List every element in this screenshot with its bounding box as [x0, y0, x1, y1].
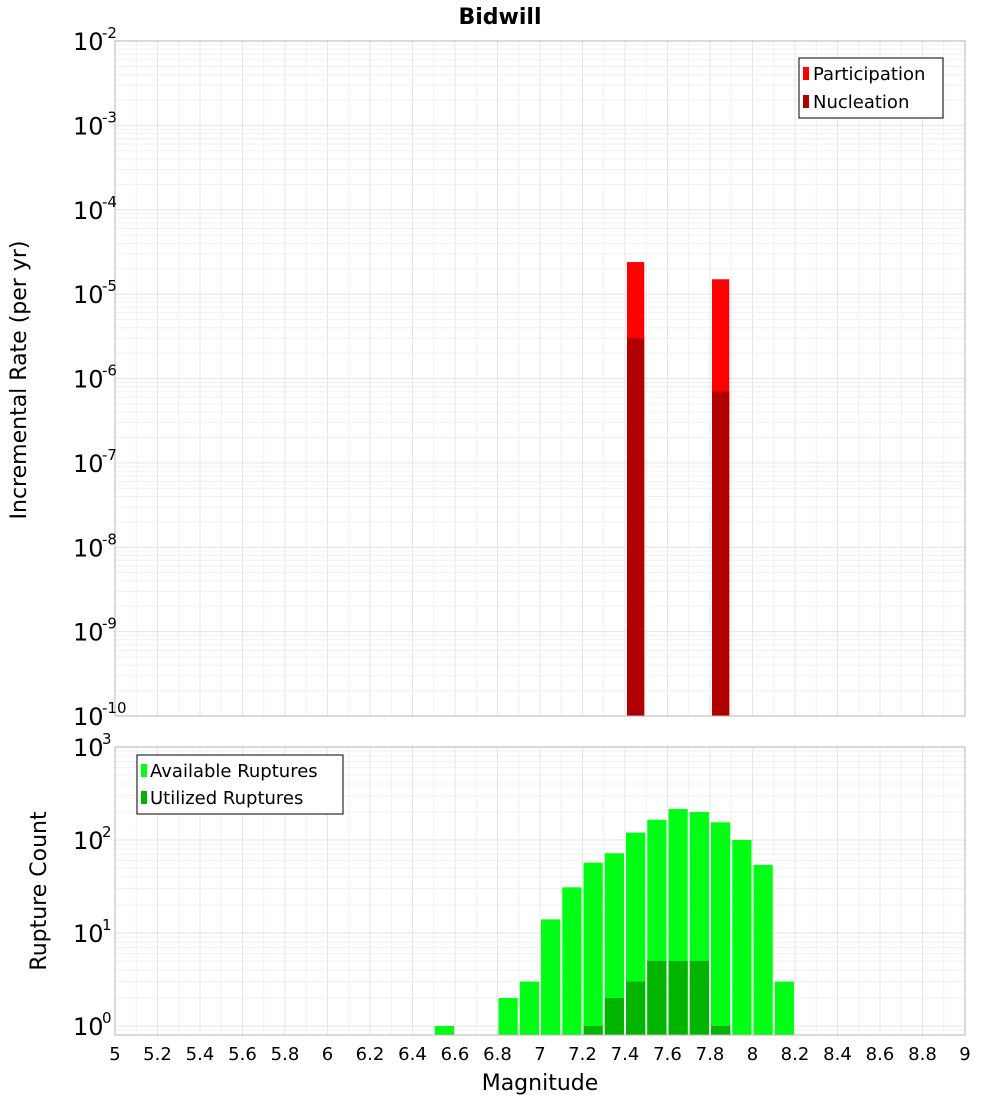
bottom-legend-box	[136, 754, 344, 815]
top-y-tick-label: 10	[73, 28, 104, 56]
x-tick-label: 6.6	[441, 1044, 470, 1065]
top-y-tick-label: 10	[73, 534, 104, 562]
top-plot-frame	[114, 40, 966, 717]
top-y-tick-exponent: -3	[102, 108, 117, 126]
bottom-bar-utilized-ruptures	[711, 1025, 731, 1035]
top-y-axis-label: Incremental Rate (per yr)	[7, 241, 32, 520]
bottom-legend: Available Ruptures Utilized Ruptures	[136, 754, 344, 815]
bottom-bar-available-ruptures	[604, 853, 624, 1035]
top-y-tick-label: 10	[73, 450, 104, 478]
legend-label-participation: Participation	[813, 64, 925, 85]
top-y-tick-exponent: -6	[102, 362, 117, 380]
top-bars	[627, 262, 730, 716]
top-grid	[114, 40, 966, 717]
x-tick-label: 7.8	[696, 1044, 725, 1065]
x-tick-label: 6	[322, 1044, 333, 1065]
legend-label-utilized-ruptures: Utilized Ruptures	[150, 788, 303, 809]
legend-label-available-ruptures: Available Ruptures	[150, 761, 318, 782]
chart-title: Bidwill	[458, 5, 541, 30]
bottom-bar-utilized-ruptures	[604, 997, 624, 1035]
top-y-tick-exponent: -7	[102, 446, 117, 464]
top-y-tick-label: 10	[73, 281, 104, 309]
x-tick-label: 7.6	[653, 1044, 682, 1065]
bottom-bars	[434, 809, 794, 1035]
x-tick-label: 8.6	[866, 1044, 895, 1065]
bottom-bar-utilized-ruptures	[647, 960, 667, 1035]
x-tick-label: 6.8	[483, 1044, 512, 1065]
bottom-bar-utilized-ruptures	[583, 1025, 603, 1035]
top-y-tick-label: 10	[73, 703, 104, 731]
bottom-bar-available-ruptures	[519, 981, 539, 1035]
bottom-y-tick-exponent: 0	[102, 1009, 112, 1027]
bottom-bar-available-ruptures	[753, 864, 773, 1035]
x-tick-label: 5	[109, 1044, 120, 1065]
x-tick-label: 5.4	[186, 1044, 215, 1065]
bottom-y-axis-label: Rupture Count	[27, 811, 52, 971]
bottom-y-tick-label: 10	[73, 920, 104, 948]
bottom-bar-available-ruptures	[541, 919, 561, 1035]
x-tick-label: 8	[747, 1044, 758, 1065]
x-tick-label: 5.2	[143, 1044, 172, 1065]
bottom-bar-utilized-ruptures	[626, 981, 646, 1035]
bottom-y-tick-exponent: 2	[102, 823, 112, 841]
top-bar-nucleation	[712, 391, 730, 716]
x-axis-label: Magnitude	[482, 1071, 599, 1096]
bottom-y-tick-label: 10	[73, 734, 104, 762]
x-tick-label: 6.2	[356, 1044, 385, 1065]
x-tick-label: 5.6	[228, 1044, 257, 1065]
x-tick-label: 6.4	[398, 1044, 427, 1065]
legend-swatch-participation	[803, 67, 809, 80]
bottom-bar-available-ruptures	[498, 997, 518, 1035]
bottom-y-tick-exponent: 3	[102, 730, 112, 748]
x-tick-label: 8.4	[823, 1044, 852, 1065]
bottom-bar-available-ruptures	[434, 1025, 454, 1035]
top-y-tick-label: 10	[73, 112, 104, 140]
x-ticks: 5 5.2 5.4 5.6 5.8 6 6.2 6.4 6.6 6.8 7 7.2 7.4 7.6 7.8 8…	[109, 1044, 970, 1065]
bottom-bar-utilized-ruptures	[689, 960, 709, 1035]
top-y-tick-exponent: -4	[102, 193, 117, 211]
bottom-y-tick-label: 10	[73, 1013, 104, 1041]
bottom-bar-available-ruptures	[583, 862, 603, 1035]
top-bar-nucleation	[627, 338, 645, 716]
x-tick-label: 8.8	[908, 1044, 937, 1065]
bottom-bar-available-ruptures	[732, 839, 752, 1035]
x-tick-label: 7.4	[611, 1044, 640, 1065]
x-tick-label: 8.2	[781, 1044, 810, 1065]
x-tick-label: 5.8	[271, 1044, 300, 1065]
x-tick-label: 7	[534, 1044, 545, 1065]
bottom-y-tick-exponent: 1	[102, 916, 112, 934]
top-y-tick-exponent: -2	[102, 24, 117, 42]
legend-swatch-nucleation	[803, 95, 809, 108]
top-y-tick-label: 10	[73, 619, 104, 647]
top-y-tick-exponent: -9	[102, 615, 117, 633]
x-tick-label: 7.2	[568, 1044, 597, 1065]
bottom-bar-available-ruptures	[774, 981, 794, 1035]
top-y-tick-label: 10	[73, 197, 104, 225]
bottom-y-tick-label: 10	[73, 827, 104, 855]
legend-swatch-available-ruptures	[141, 764, 147, 777]
top-y-tick-exponent: -5	[102, 277, 117, 295]
bottom-bar-available-ruptures	[562, 887, 582, 1035]
bottom-plot-frame	[114, 746, 966, 1036]
top-y-tick-exponent: -10	[102, 699, 127, 717]
top-legend: Participation Nucleation	[798, 57, 944, 119]
x-tick-label: 9	[959, 1044, 970, 1065]
legend-swatch-utilized-ruptures	[141, 791, 147, 804]
bottom-bar-utilized-ruptures	[668, 960, 688, 1035]
top-y-tick-exponent: -8	[102, 530, 117, 548]
top-y-tick-label: 10	[73, 366, 104, 394]
top-legend-box	[798, 57, 944, 119]
legend-label-nucleation: Nucleation	[813, 92, 909, 113]
bottom-bar-available-ruptures	[711, 822, 731, 1035]
